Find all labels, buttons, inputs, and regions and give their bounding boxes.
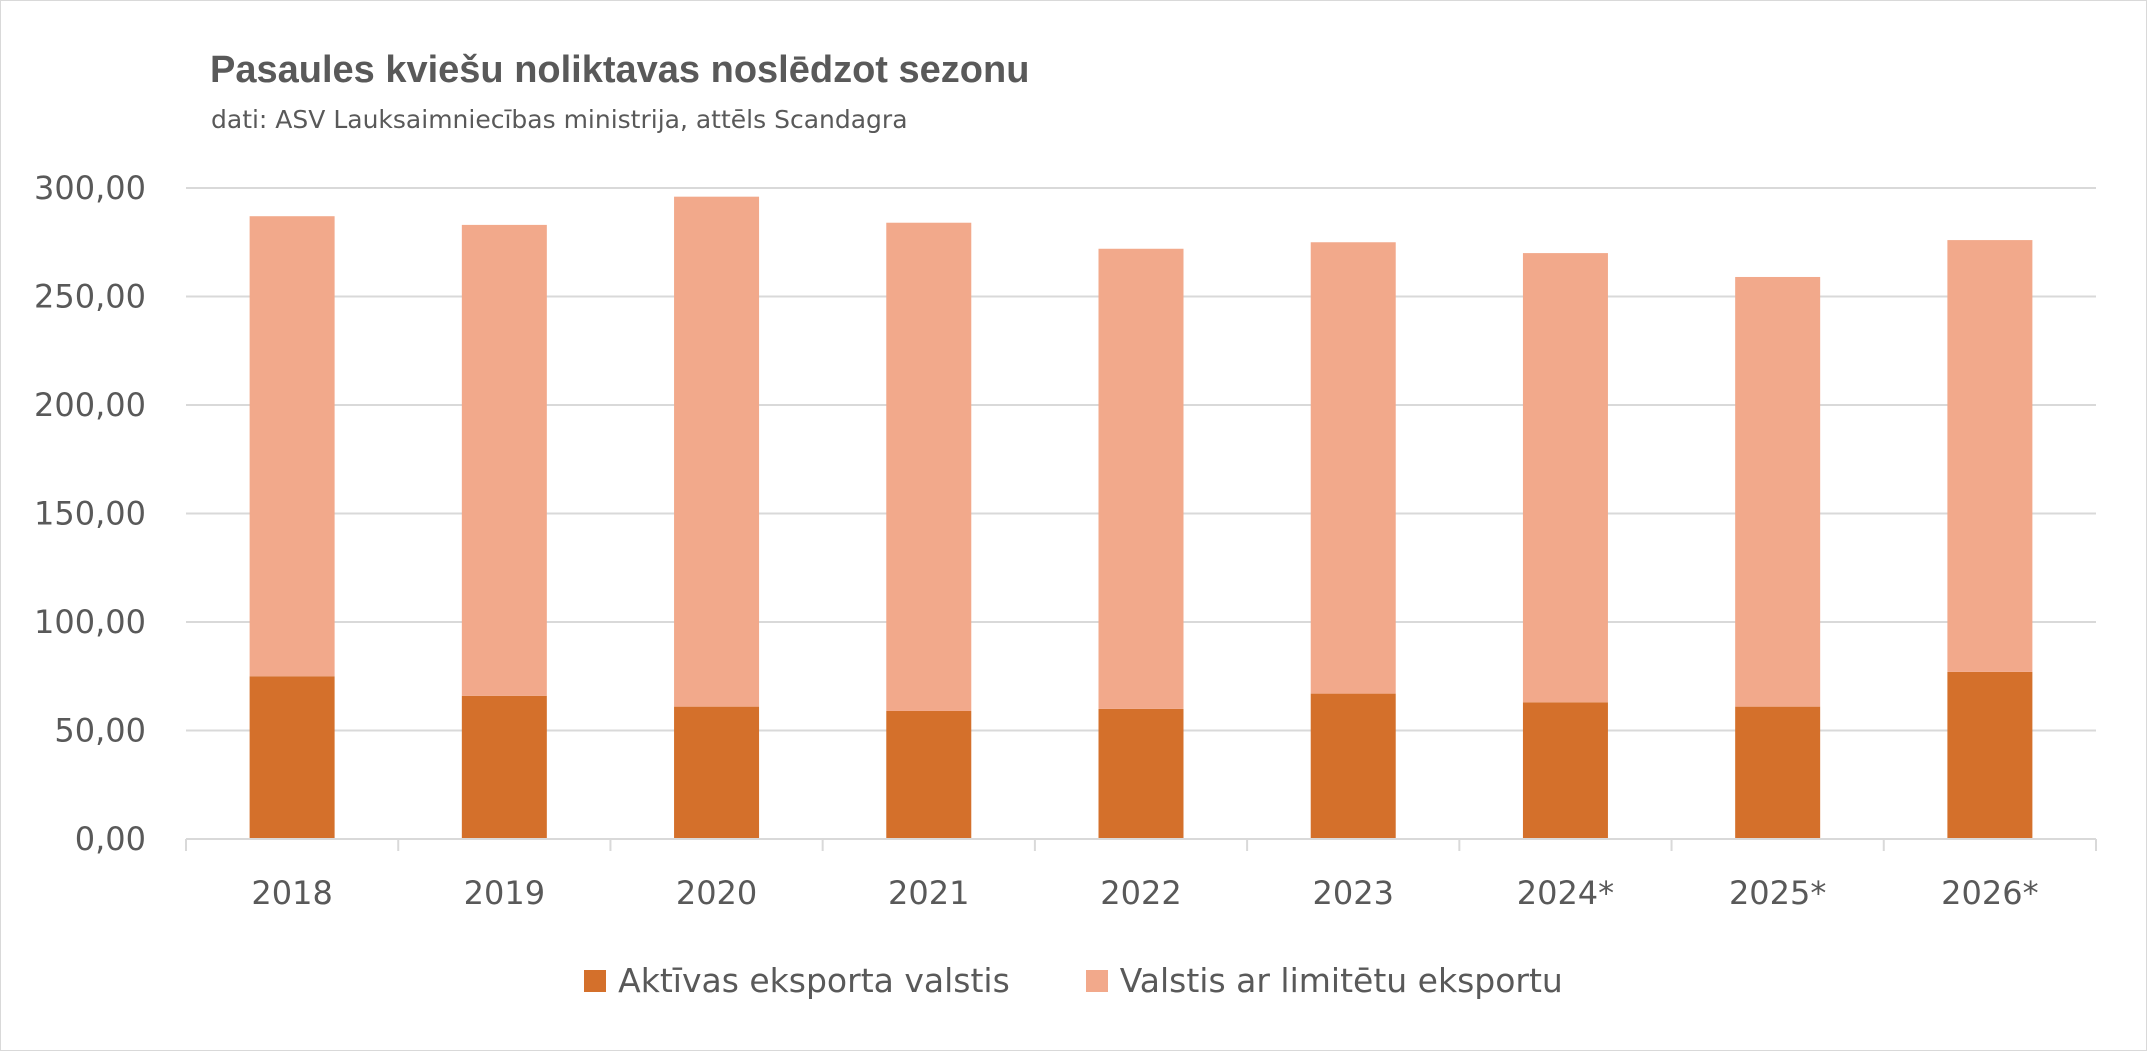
bar-segment-active-exporters [886, 710, 972, 839]
bar-segment-limited-exporters [1310, 242, 1396, 694]
bar-segment-active-exporters [1098, 708, 1184, 839]
bar-segment-active-exporters [461, 695, 547, 839]
y-tick-label: 200,00 [34, 386, 146, 424]
bar-segment-active-exporters [1522, 702, 1608, 839]
y-tick-label: 100,00 [34, 603, 146, 641]
legend-label-active-exporters: Aktīvas eksporta valstis [618, 961, 1010, 1000]
bar-segment-limited-exporters [1098, 248, 1184, 709]
legend-swatch-active-exporters [584, 969, 607, 992]
x-tick-label: 2024* [1517, 874, 1614, 912]
x-tick-label: 2022 [1100, 874, 1181, 912]
x-axis: 2018 2019 2020 2021 2022 2023 2024* 2025* 2026* [185, 838, 2097, 912]
bar-segment-limited-exporters [1735, 276, 1821, 707]
x-tick-label: 2025* [1729, 874, 1826, 912]
x-tick-label: 2018 [251, 874, 332, 912]
legend-item-limited-exporters: Valstis ar limitētu eksportu [1085, 961, 1563, 1000]
legend-label-limited-exporters: Valstis ar limitētu eksportu [1119, 961, 1563, 1000]
y-tick-label: 150,00 [34, 495, 146, 533]
bar-segment-limited-exporters [886, 222, 972, 711]
bar-segment-active-exporters [1735, 706, 1821, 839]
legend-item-active-exporters: Aktīvas eksporta valstis [584, 961, 1010, 1000]
x-tick-label: 2019 [464, 874, 545, 912]
bars [249, 196, 2033, 839]
bar-segment-limited-exporters [1522, 253, 1608, 703]
y-axis-ticks: 0,00 50,00 100,00 150,00 200,00 250,00 300,00 [34, 169, 146, 858]
bar-segment-active-exporters [1310, 693, 1396, 839]
bar-segment-limited-exporters [249, 216, 335, 677]
x-tick-label: 2023 [1313, 874, 1394, 912]
bar-segment-limited-exporters [674, 196, 760, 707]
y-tick-label: 50,00 [54, 712, 146, 750]
bar-segment-active-exporters [674, 706, 760, 839]
y-tick-label: 0,00 [75, 820, 146, 858]
x-tick-label: 2026* [1941, 874, 2038, 912]
legend: Aktīvas eksporta valstis Valstis ar limi… [1, 961, 2146, 1000]
bar-segment-limited-exporters [1947, 240, 2033, 672]
chart-title: Pasaules kviešu noliktavas noslēdzot sez… [210, 49, 1030, 91]
bar-segment-active-exporters [249, 676, 335, 839]
y-tick-label: 300,00 [34, 169, 146, 207]
bar-segment-limited-exporters [461, 224, 547, 696]
x-tick-label: 2021 [888, 874, 969, 912]
legend-swatch-limited-exporters [1085, 969, 1108, 992]
chart-subtitle: dati: ASV Lauksaimniecības ministrija, a… [211, 105, 908, 134]
y-tick-label: 250,00 [34, 278, 146, 316]
x-tick-label: 2020 [676, 874, 757, 912]
bar-segment-active-exporters [1947, 671, 2033, 839]
